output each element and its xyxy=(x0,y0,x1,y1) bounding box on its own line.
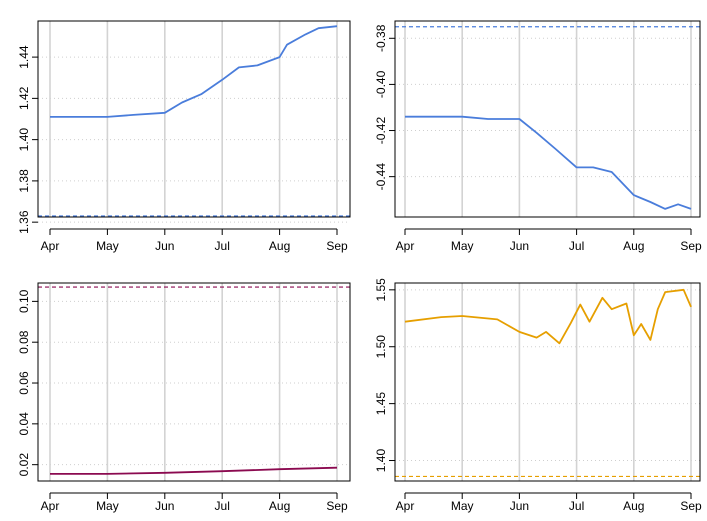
x-tick-label: Apr xyxy=(41,239,60,253)
x-tick-label: Jun xyxy=(155,239,174,253)
y-tick-label: 1.36 xyxy=(17,210,31,234)
y-tick-label: -0.40 xyxy=(374,70,388,98)
x-tick-label: Aug xyxy=(269,239,290,253)
y-tick-label: -0.42 xyxy=(374,117,388,145)
plot-frame xyxy=(37,282,351,482)
series-line xyxy=(50,466,338,475)
x-tick-label: Jun xyxy=(510,499,529,513)
x-tick-label: Aug xyxy=(269,499,290,513)
y-tick-label: -0.38 xyxy=(374,24,388,52)
y-tick-label: 0.08 xyxy=(17,330,31,354)
y-tick-label: 0.02 xyxy=(17,453,31,477)
y-tick-label: 1.45 xyxy=(374,392,388,416)
x-tick-label: Aug xyxy=(623,239,644,253)
y-tick-label: 0.06 xyxy=(17,371,31,395)
y-tick-label: 1.40 xyxy=(374,449,388,473)
x-tick-label: May xyxy=(96,499,119,513)
y-tick-label: 1.44 xyxy=(17,45,31,69)
x-tick-label: Jul xyxy=(215,499,230,513)
y-tick-label: 1.40 xyxy=(17,128,31,152)
y-tick-label: 0.10 xyxy=(17,289,31,313)
series-line xyxy=(405,115,692,210)
x-tick-label: Sep xyxy=(326,239,348,253)
chart-panel-4: 1.40 1.45 1.50 1.55 Apr May Jun Jul Aug Sep xyxy=(374,278,702,513)
x-tick-label: May xyxy=(451,499,474,513)
x-tick-label: May xyxy=(96,239,119,253)
x-tick-label: Apr xyxy=(396,499,415,513)
y-tick-label: -0.44 xyxy=(374,163,388,191)
x-tick-label: Jul xyxy=(569,499,584,513)
x-tick-label: Sep xyxy=(680,239,702,253)
plot-frame xyxy=(394,282,701,482)
series-line xyxy=(404,288,692,345)
x-tick-label: Aug xyxy=(623,499,644,513)
chart-panel-1: 1.36 1.38 1.40 1.42 1.44 Apr May Jun Jul Aug Sep xyxy=(17,20,351,253)
x-tick-label: Jul xyxy=(215,239,230,253)
x-tick-label: Apr xyxy=(41,499,60,513)
plot-frame xyxy=(394,20,701,218)
x-tick-label: Apr xyxy=(396,239,415,253)
x-tick-label: May xyxy=(451,239,474,253)
y-tick-label: 1.42 xyxy=(17,86,31,110)
y-tick-label: 0.04 xyxy=(17,412,31,436)
y-tick-label: 1.38 xyxy=(17,169,31,193)
y-tick-label: 1.55 xyxy=(374,278,388,302)
y-tick-label: 1.50 xyxy=(374,335,388,359)
chart-panel-2: -0.38 -0.40 -0.42 -0.44 Apr May Jun Jul Aug Sep xyxy=(374,20,702,253)
x-tick-label: Jun xyxy=(155,499,174,513)
x-tick-label: Jul xyxy=(569,239,584,253)
x-tick-label: Jun xyxy=(510,239,529,253)
x-tick-label: Sep xyxy=(680,499,702,513)
plot-frame xyxy=(37,20,351,218)
series-line xyxy=(50,25,338,118)
x-tick-label: Sep xyxy=(326,499,348,513)
chart-panel-3: 0.02 0.04 0.06 0.08 0.10 Apr May Jun Jul Aug Sep xyxy=(17,282,351,513)
